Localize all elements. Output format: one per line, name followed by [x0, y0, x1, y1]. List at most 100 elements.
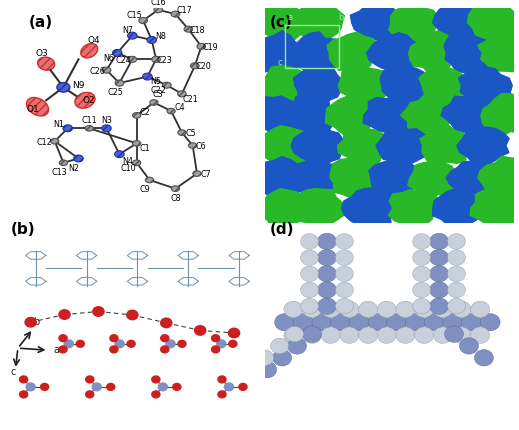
Ellipse shape — [188, 144, 197, 149]
Polygon shape — [468, 6, 517, 44]
Polygon shape — [376, 125, 432, 167]
Ellipse shape — [162, 83, 171, 89]
Polygon shape — [327, 33, 378, 71]
Circle shape — [303, 301, 321, 318]
Ellipse shape — [115, 151, 124, 158]
Circle shape — [368, 314, 388, 331]
Ellipse shape — [143, 74, 152, 81]
Ellipse shape — [197, 44, 206, 50]
Circle shape — [443, 314, 463, 331]
Circle shape — [377, 327, 396, 344]
Polygon shape — [281, 96, 334, 135]
Text: (a): (a) — [29, 15, 53, 30]
Circle shape — [335, 234, 353, 249]
Text: C19: C19 — [202, 43, 218, 52]
Circle shape — [241, 362, 258, 378]
Text: N6: N6 — [103, 54, 114, 62]
Text: C9: C9 — [140, 185, 151, 194]
Ellipse shape — [152, 57, 160, 63]
Ellipse shape — [150, 100, 158, 106]
Text: N1: N1 — [53, 120, 64, 129]
Polygon shape — [470, 190, 519, 228]
Circle shape — [349, 314, 370, 331]
Text: C16: C16 — [151, 0, 166, 6]
Ellipse shape — [154, 8, 162, 14]
Polygon shape — [457, 128, 509, 168]
Circle shape — [161, 318, 172, 328]
Circle shape — [239, 384, 247, 390]
Text: C21: C21 — [183, 95, 198, 103]
Ellipse shape — [171, 187, 180, 192]
Circle shape — [335, 266, 353, 282]
Circle shape — [256, 350, 274, 366]
Circle shape — [275, 314, 295, 331]
Text: N8: N8 — [155, 32, 166, 41]
Circle shape — [86, 391, 94, 398]
Circle shape — [318, 298, 336, 315]
Circle shape — [59, 346, 67, 353]
Ellipse shape — [51, 139, 59, 144]
Polygon shape — [337, 125, 390, 167]
Text: N7: N7 — [122, 26, 133, 34]
Circle shape — [64, 340, 73, 348]
Circle shape — [387, 314, 407, 331]
Circle shape — [471, 327, 489, 344]
Polygon shape — [288, 159, 337, 197]
Polygon shape — [342, 188, 393, 230]
Circle shape — [447, 266, 466, 282]
Ellipse shape — [57, 83, 70, 93]
Ellipse shape — [63, 126, 73, 132]
Circle shape — [20, 376, 28, 383]
Circle shape — [471, 301, 489, 318]
Text: (b): (b) — [10, 221, 35, 237]
Circle shape — [301, 283, 319, 298]
Ellipse shape — [37, 58, 54, 71]
Text: C11: C11 — [81, 116, 97, 125]
Polygon shape — [260, 67, 310, 104]
Circle shape — [288, 338, 307, 354]
Circle shape — [359, 301, 377, 318]
Text: (c): (c) — [270, 15, 292, 30]
Circle shape — [335, 283, 353, 298]
Ellipse shape — [128, 33, 137, 40]
Circle shape — [59, 335, 67, 342]
Text: C25: C25 — [107, 88, 123, 97]
Polygon shape — [293, 189, 347, 228]
Circle shape — [284, 301, 303, 318]
Polygon shape — [444, 34, 497, 74]
Circle shape — [258, 362, 277, 378]
Circle shape — [127, 341, 135, 347]
Circle shape — [93, 307, 104, 316]
Circle shape — [447, 234, 466, 249]
Polygon shape — [330, 159, 376, 198]
Polygon shape — [446, 159, 499, 198]
Circle shape — [20, 391, 28, 398]
Ellipse shape — [184, 27, 193, 33]
Text: C26: C26 — [90, 67, 106, 75]
Circle shape — [424, 314, 444, 331]
Circle shape — [152, 391, 160, 398]
Polygon shape — [369, 160, 420, 200]
Ellipse shape — [128, 57, 136, 63]
Circle shape — [217, 340, 226, 348]
Circle shape — [474, 350, 494, 366]
Text: C10: C10 — [120, 163, 136, 172]
Polygon shape — [367, 34, 421, 72]
Circle shape — [430, 266, 448, 282]
Circle shape — [26, 383, 35, 391]
Circle shape — [321, 301, 340, 318]
Circle shape — [396, 301, 415, 318]
Ellipse shape — [113, 50, 122, 57]
Circle shape — [377, 301, 396, 318]
Text: C5: C5 — [185, 129, 196, 138]
Circle shape — [335, 298, 353, 314]
Ellipse shape — [193, 172, 201, 177]
Circle shape — [127, 310, 138, 320]
Polygon shape — [325, 97, 378, 137]
Circle shape — [413, 250, 431, 266]
Circle shape — [272, 350, 292, 366]
Circle shape — [152, 376, 160, 383]
Circle shape — [415, 301, 433, 318]
Circle shape — [413, 283, 431, 298]
Circle shape — [107, 384, 115, 390]
